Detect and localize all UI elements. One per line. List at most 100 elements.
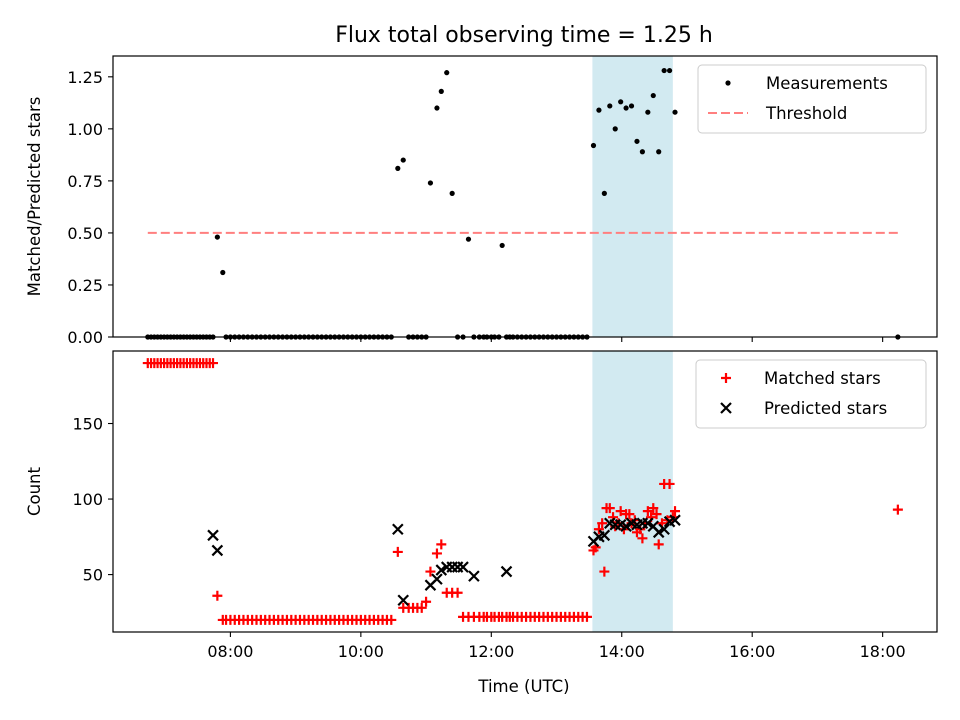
data-point (642, 517, 654, 530)
y-axis-label: Matched/Predicted stars (25, 97, 44, 297)
data-point (452, 587, 463, 598)
data-point (431, 548, 442, 559)
data-point (416, 602, 427, 613)
legend-marker-measurements (725, 80, 731, 86)
x-tick-label: 14:00 (599, 642, 645, 661)
data-point (392, 546, 403, 557)
data-point (465, 236, 472, 242)
data-point (597, 518, 608, 529)
data-point (648, 503, 659, 514)
data-point (892, 504, 903, 515)
y-tick-label: 0.25 (67, 276, 103, 295)
data-point (436, 539, 447, 550)
x-tick-label: 12:00 (468, 642, 514, 661)
data-point (639, 149, 646, 155)
data-point (431, 573, 443, 585)
legend: Measurements Threshold (697, 64, 927, 134)
data-point (601, 503, 612, 514)
data-point (661, 67, 667, 74)
x-tick-label: 10:00 (338, 642, 384, 661)
data-point (652, 526, 665, 539)
data-point (672, 109, 678, 115)
y-tick-label: 150 (72, 415, 103, 434)
data-point (208, 358, 219, 369)
data-point (500, 565, 513, 578)
data-point (666, 67, 673, 74)
highlight-span (592, 56, 673, 337)
data-point (449, 190, 455, 196)
data-point (435, 564, 448, 576)
y-tick-label: 100 (72, 490, 103, 509)
legend-marker-predicted (720, 402, 732, 414)
data-point (624, 509, 635, 520)
data-point (612, 126, 618, 132)
y-tick-label: 0.00 (67, 328, 103, 347)
panel-ratio: 0.00 0.25 0.50 0.75 1.00 1.25 Matched/Predicte… (25, 55, 938, 347)
data-point (637, 533, 648, 544)
panel-count: 50 100 150 08:00 10:00 12:00 14:00 16:00 18:00 Co… (25, 350, 938, 661)
highlight-span (592, 351, 673, 632)
data-point (207, 529, 219, 542)
x-tick-label: 18:00 (860, 642, 906, 661)
data-point (650, 92, 656, 99)
data-point (468, 570, 480, 582)
y-tick-label: 1.00 (67, 120, 103, 139)
y-tick-label: 50 (83, 566, 103, 585)
y-tick-label: 0.50 (67, 224, 103, 243)
data-point (581, 611, 592, 622)
data-point (628, 103, 635, 109)
data-point (457, 561, 469, 573)
legend-label: Measurements (766, 74, 888, 93)
data-point (397, 594, 410, 607)
axes-frame (112, 350, 938, 633)
series-1 (142, 358, 903, 625)
legend-marker-matched (721, 373, 731, 383)
data-point (607, 103, 613, 109)
data-point (615, 506, 626, 517)
data-point (395, 165, 401, 171)
chart-title: Flux total observing time = 1.25 h (335, 23, 713, 48)
data-point (425, 566, 436, 577)
data-point (421, 596, 432, 607)
y-axis-label: Count (25, 466, 44, 516)
data-point (656, 149, 662, 155)
data-point (669, 514, 681, 526)
data-point (434, 105, 440, 111)
data-point (392, 523, 404, 536)
y-tick-label: 0.75 (67, 172, 103, 191)
data-point (620, 520, 632, 533)
data-point (670, 506, 681, 517)
data-point (664, 478, 675, 489)
legend-label: Predicted stars (764, 399, 887, 418)
data-point (642, 506, 653, 517)
data-point (596, 107, 602, 113)
data-point (645, 109, 651, 115)
data-point (599, 566, 610, 577)
axes-frame (112, 55, 938, 338)
y-tick-label: 1.25 (67, 68, 103, 87)
data-point (400, 157, 406, 163)
data-point (214, 234, 220, 240)
data-point (623, 105, 629, 111)
data-point (651, 509, 662, 520)
data-point (658, 523, 670, 536)
x-tick-label: 16:00 (729, 642, 775, 661)
series-2 (207, 514, 681, 607)
data-point (220, 269, 226, 276)
data-point (211, 544, 224, 557)
data-point (444, 70, 450, 76)
data-point (634, 138, 640, 144)
data-point (601, 190, 607, 196)
data-point (593, 524, 604, 535)
data-point (386, 614, 397, 625)
legend-box (697, 64, 927, 134)
data-point (598, 529, 611, 542)
legend-label: Matched stars (764, 369, 881, 388)
data-point (212, 590, 223, 601)
x-tick-label: 08:00 (207, 642, 253, 661)
legend: Matched stars Predicted stars (695, 359, 927, 429)
data-point (438, 88, 444, 94)
x-axis-label: Time (UTC) (477, 677, 569, 696)
legend-label: Threshold (765, 104, 847, 123)
